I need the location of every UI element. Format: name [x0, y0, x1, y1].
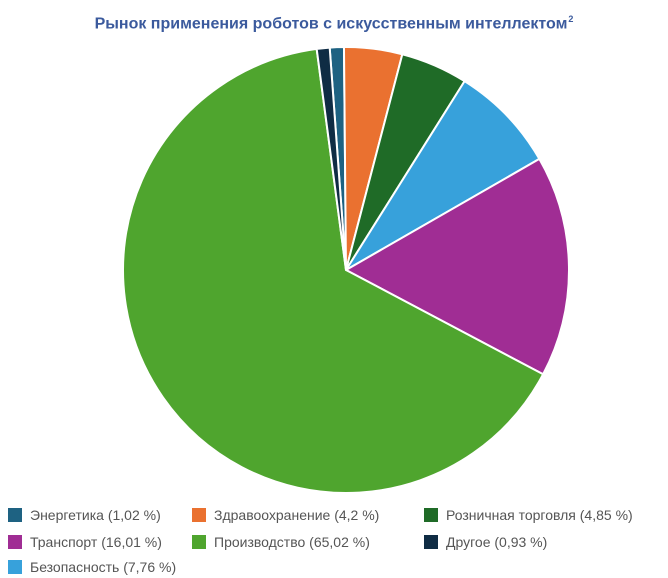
chart-title-text: Рынок применения роботов с искусственным… [94, 15, 568, 33]
pie-slice-other [315, 46, 347, 271]
pie-slice-security [345, 80, 541, 271]
pie-slice-transport [345, 157, 570, 376]
title-footnote: 2 [568, 14, 574, 24]
chart-title: Рынок применения роботов с искусственным… [0, 14, 668, 33]
pie-slice-production [122, 47, 545, 494]
